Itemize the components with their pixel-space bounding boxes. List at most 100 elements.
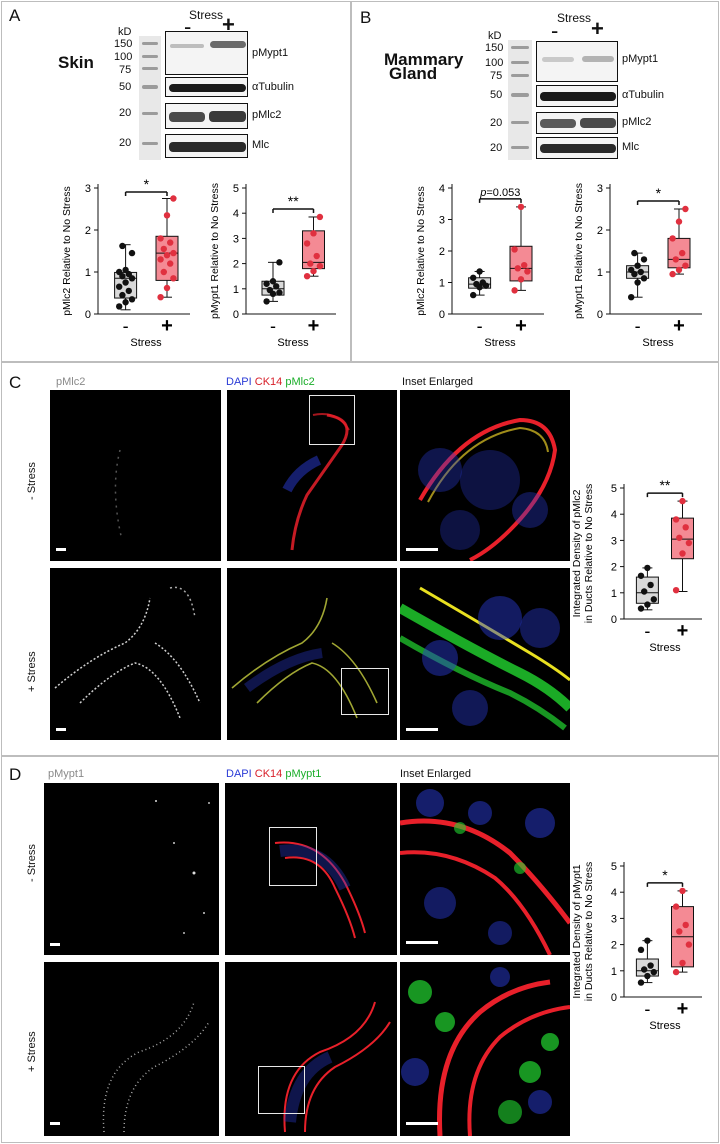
data-point xyxy=(637,268,644,276)
y-tick-label: 4 xyxy=(611,509,617,521)
data-point xyxy=(263,298,270,305)
box-plot-svg: pMlc2 Relative to No Stress 0 1 2 3 4 - +Stress… xyxy=(415,183,544,349)
y-tick-label: 4 xyxy=(233,208,239,220)
inset-box xyxy=(309,395,355,445)
y-tick-label: 0 xyxy=(439,309,445,321)
panel-a-marker: 50 xyxy=(119,81,132,93)
data-point xyxy=(685,941,693,948)
data-point xyxy=(470,274,477,281)
data-point xyxy=(116,303,123,310)
label-dapi: DAPI xyxy=(226,768,252,780)
y-tick-label: 0 xyxy=(597,309,603,321)
panel-a-band-label: pMlc2 xyxy=(252,109,282,121)
x-tick-label: - xyxy=(644,999,650,1019)
data-point xyxy=(517,276,525,283)
panel-a-marker: 20 xyxy=(119,107,132,119)
panel-a-letter: A xyxy=(9,6,21,25)
panel-c-col3-title: Inset Enlarged xyxy=(402,376,473,388)
data-point xyxy=(634,262,641,269)
data-point xyxy=(637,946,645,954)
data-point xyxy=(122,299,129,306)
panel-b-band-label: pMlc2 xyxy=(622,116,652,128)
data-point xyxy=(316,262,324,270)
data-point xyxy=(263,280,270,287)
y-tick-label: 2 xyxy=(611,562,617,574)
panel-b-tissue-line2: Gland xyxy=(389,64,438,83)
data-point xyxy=(650,968,657,976)
y-tick-label: 5 xyxy=(611,861,617,873)
data-point xyxy=(641,588,648,595)
data-point xyxy=(679,497,686,505)
data-point xyxy=(266,286,273,294)
y-tick-label: 0 xyxy=(233,309,239,321)
panel-b-frame xyxy=(351,1,719,362)
y-tick-label: 2 xyxy=(597,225,603,237)
x-tick-label: - xyxy=(270,316,276,336)
panel-d-row1-label: - Stress xyxy=(26,844,38,882)
significance-label: * xyxy=(662,867,668,883)
data-point xyxy=(160,245,167,253)
x-axis-label: Stress xyxy=(649,642,681,654)
data-point xyxy=(640,275,648,282)
panel-a-ladder xyxy=(139,36,161,160)
data-point xyxy=(310,230,317,237)
inset-box xyxy=(258,1066,305,1114)
data-point xyxy=(269,278,277,285)
data-point xyxy=(514,265,521,272)
data-point xyxy=(170,249,177,257)
data-point xyxy=(640,256,648,263)
y-tick-label: 2 xyxy=(439,246,445,258)
y-tick-label: 3 xyxy=(233,233,239,245)
data-point xyxy=(170,195,177,202)
micrograph-c-pmlc2-plus xyxy=(50,568,221,740)
micrograph-d-pmypt1-minus xyxy=(44,783,219,955)
data-point xyxy=(307,260,314,267)
panel-b-band-label: αTubulin xyxy=(622,89,665,101)
panel-d-letter: D xyxy=(9,765,22,784)
y-tick-label: 1 xyxy=(611,588,617,600)
x-tick-label: + xyxy=(677,620,689,642)
panel-b-lane-plus: + xyxy=(591,16,604,41)
inset-box xyxy=(341,668,389,715)
data-point xyxy=(157,256,164,263)
data-point xyxy=(316,213,324,221)
data-point xyxy=(313,252,320,260)
panel-b-blot-tubulin xyxy=(536,85,618,107)
y-tick-label: 0 xyxy=(611,992,617,1004)
panel-b-letter: B xyxy=(360,8,372,27)
panel-b-marker: 20 xyxy=(490,142,503,154)
micrograph-d-inset-plus xyxy=(400,962,570,1136)
chart-b-pmypt1: pMypt1 Relative to No Stress 0 1 2 3 - + Stress… xyxy=(566,170,716,350)
micrograph-c-pmlc2-minus xyxy=(50,390,221,561)
y-tick-label: 5 xyxy=(233,183,239,195)
panel-b-marker: 20 xyxy=(490,117,503,129)
data-point xyxy=(682,205,689,213)
y-tick-label: 2 xyxy=(233,259,239,271)
panel-c-row2-label: + Stress xyxy=(26,651,38,692)
data-point xyxy=(303,273,311,280)
x-axis-label: Stress xyxy=(484,337,516,349)
data-point xyxy=(672,516,680,523)
panel-a-kd-label: kD xyxy=(118,26,132,38)
box-plot-svg: Integrated Density of pMlc2 in Ducts Rela… xyxy=(571,477,702,654)
x-tick-label: - xyxy=(644,621,650,641)
x-tick-label: + xyxy=(673,315,685,337)
y-tick-label: 0 xyxy=(85,309,91,321)
y-axis-label: pMypt1 Relative to No Stress xyxy=(209,183,221,319)
panel-b-marker: 100 xyxy=(485,57,504,69)
x-tick-label: + xyxy=(308,315,320,337)
label-dapi: DAPI xyxy=(226,376,252,388)
label-marker: pMypt1 xyxy=(285,768,322,780)
data-point xyxy=(647,581,654,589)
y-axis-label: Integrated Density of pMypt1 xyxy=(571,864,583,998)
panel-c-letter: C xyxy=(9,373,22,392)
data-point xyxy=(125,287,132,295)
data-point xyxy=(679,959,686,967)
inset-box xyxy=(269,827,317,886)
y-tick-label: 4 xyxy=(439,183,445,195)
panel-a-stress-header: Stress xyxy=(189,8,224,22)
data-point xyxy=(650,596,657,603)
panel-b-kd-label: kD xyxy=(488,30,502,42)
micrograph-d-merge-plus xyxy=(225,962,397,1136)
x-tick-label: + xyxy=(161,315,173,337)
